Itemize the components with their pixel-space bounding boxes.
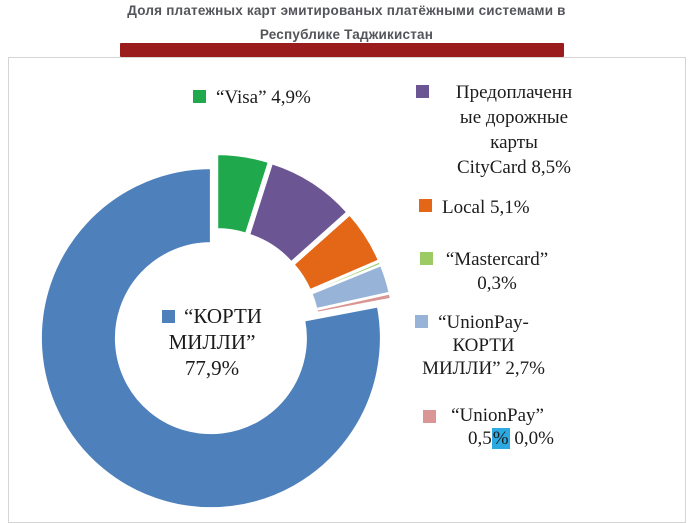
citycard-legend-marker	[416, 85, 429, 98]
zero-series-value: 0,0%	[509, 428, 554, 449]
citycard-label-line1: Предоплаченн	[455, 82, 573, 103]
mastercard-label-line2: 0,3%	[477, 273, 517, 294]
korti-milli-value: 77,9%	[184, 356, 240, 380]
unionpay-km-legend-marker	[415, 315, 428, 328]
clipped-red-title-band	[120, 43, 564, 57]
mastercard-legend-marker	[420, 252, 433, 265]
unionpay-km-label-line3: МИЛЛИ” 2,7%	[422, 358, 545, 379]
visa-legend-label: “Visa” 4,9%	[216, 87, 311, 108]
highlighted-percent-sign: %	[491, 428, 510, 449]
mastercard-label-line1: “Mastercard”	[445, 249, 549, 270]
unionpay-legend-marker	[423, 410, 436, 423]
unionpay-values-line: 0,5% 0,0%	[430, 427, 565, 450]
unionpay-label-line1: “UnionPay”	[451, 405, 544, 426]
unionpay-km-label-line2: КОРТИ	[452, 335, 515, 356]
korti-milli-label-line1: “КОРТИ	[184, 304, 262, 328]
legend-item-unionpay-km: “UnionPay- КОРТИ МИЛЛИ” 2,7%	[420, 311, 547, 380]
local-legend-marker	[419, 199, 432, 212]
legend-item-mastercard: “Mastercard” 0,3%	[432, 248, 562, 296]
citycard-label-line2: ые дорожные	[459, 107, 569, 128]
unionpay-value: 0,5	[468, 428, 492, 449]
citycard-label-line3: карты	[490, 132, 538, 153]
visa-legend-marker	[193, 90, 206, 103]
legend-item-unionpay: “UnionPay” 0,5% 0,0%	[430, 404, 565, 450]
citycard-label-line4: CityCard 8,5%	[457, 157, 571, 178]
legend-item-visa: “Visa” 4,9%	[193, 85, 311, 110]
korti-milli-legend-marker	[162, 309, 176, 323]
page-title-line2: Республике Таджикистан	[259, 27, 434, 42]
donut-center-label: “КОРТИ МИЛЛИ” 77,9%	[126, 303, 298, 381]
page-title-line1: Доля платежных карт эмитированых платёжн…	[127, 3, 566, 18]
legend-item-citycard: Предоплаченн ые дорожные карты CityCard …	[430, 80, 598, 180]
legend-item-local: Local 5,1%	[442, 197, 530, 218]
korti-milli-label-line2: МИЛЛИ”	[168, 330, 256, 354]
unionpay-km-label-line1: “UnionPay-	[438, 312, 529, 333]
